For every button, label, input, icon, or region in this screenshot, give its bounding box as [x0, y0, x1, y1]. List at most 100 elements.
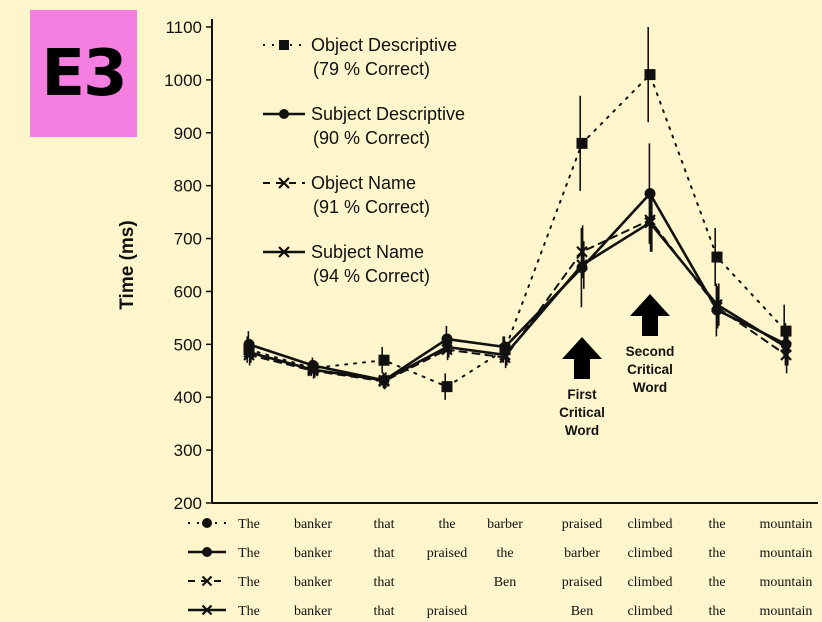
sentence-key-marker — [201, 575, 213, 587]
data-point — [576, 137, 588, 149]
sentence-word: mountain — [760, 575, 813, 590]
sentence-word: The — [238, 546, 260, 561]
series-line — [247, 192, 788, 382]
sentence-row: The banker that Ben praised climbed the mountai… — [188, 575, 812, 590]
data-point — [243, 346, 255, 359]
sentence-word: praised — [562, 517, 602, 532]
sentence-word: that — [374, 575, 395, 590]
sentence-word: mountain — [760, 604, 813, 619]
annotation-label: Critical — [627, 362, 673, 377]
y-tick-label: 600 — [174, 282, 202, 301]
series-layer — [243, 27, 792, 400]
sentence-word: climbed — [627, 604, 672, 619]
sentence-word: banker — [294, 546, 332, 561]
data-point — [243, 349, 255, 361]
data-point — [711, 298, 723, 311]
annotation-label: Word — [633, 380, 667, 395]
chart-axes: 200 300 400 500 600 700 800 900 1000 1100 Time (ms… — [117, 18, 818, 513]
series-object-name — [243, 188, 792, 390]
annotation-critical-word: First Critical Word — [559, 337, 605, 438]
annotation-label: Second — [626, 344, 675, 359]
data-point — [378, 354, 390, 366]
experiment-badge: E3 — [30, 10, 137, 137]
annotation-label: First — [567, 387, 597, 402]
up-arrow-icon — [630, 294, 670, 336]
sentence-word: Ben — [494, 575, 517, 590]
data-point — [576, 259, 588, 271]
sentence-word: The — [238, 575, 260, 590]
sentence-word: praised — [427, 604, 467, 619]
legend-entry: Subject Name (94 % Correct) — [263, 242, 430, 286]
legend-marker — [279, 109, 289, 119]
annotation-label: Word — [565, 423, 599, 438]
sentence-word: banker — [294, 517, 332, 532]
legend-accuracy: (90 % Correct) — [313, 128, 430, 148]
sentence-word: climbed — [627, 546, 672, 561]
sentence-word: the — [708, 517, 725, 532]
up-arrow-icon — [562, 337, 602, 379]
legend-entry: Object Name (91 % Correct) — [263, 173, 430, 217]
data-point — [499, 349, 511, 361]
data-point — [711, 251, 723, 263]
sentence-word: that — [374, 604, 395, 619]
sentence-row: The banker that praised Ben climbed the mountai… — [188, 604, 812, 619]
data-point — [441, 341, 453, 353]
experiment-label: E3 — [41, 36, 127, 111]
data-point — [378, 374, 390, 387]
y-tick-label: 1100 — [165, 18, 202, 37]
annotations: First Critical Word Second Critical Word — [559, 294, 674, 438]
sentence-word: the — [438, 517, 455, 532]
sentence-word: Ben — [571, 604, 594, 619]
annotation-label: Critical — [559, 405, 605, 420]
y-tick-label: 500 — [174, 335, 202, 354]
sentence-table: The banker that the barber praised climbed the m… — [188, 517, 812, 619]
sentence-key-marker — [201, 604, 213, 616]
legend-marker — [278, 177, 290, 189]
y-axis-label: Time (ms) — [117, 220, 138, 309]
sentence-word: climbed — [627, 575, 672, 590]
legend-series-name: Subject Descriptive — [311, 104, 465, 124]
y-tick-label: 400 — [174, 388, 202, 407]
data-point — [711, 301, 723, 314]
sentence-word: climbed — [627, 517, 672, 532]
legend-accuracy: (79 % Correct) — [313, 59, 430, 79]
sentence-word: mountain — [760, 546, 813, 561]
sentence-word: the — [708, 546, 725, 561]
y-tick-label: 900 — [174, 124, 202, 143]
legend-accuracy: (91 % Correct) — [313, 197, 430, 217]
series-line — [248, 73, 787, 388]
sentence-word: praised — [562, 575, 602, 590]
legend-marker — [278, 246, 290, 258]
sentence-row: The banker that the barber praised climbed the m… — [188, 517, 812, 532]
data-point — [644, 216, 656, 229]
sentence-key-marker — [202, 518, 212, 528]
legend-series-name: Subject Name — [311, 242, 424, 262]
sentence-word: that — [374, 546, 395, 561]
sentence-word: barber — [564, 546, 600, 561]
y-tick-label: 300 — [174, 441, 202, 460]
legend-series-name: Object Name — [311, 173, 416, 193]
data-point — [441, 381, 453, 393]
legend: Object Descriptive (79 % Correct) Subject … — [263, 35, 465, 286]
series-subject-name — [243, 193, 792, 389]
legend-accuracy: (94 % Correct) — [313, 266, 430, 286]
legend-series-name: Object Descriptive — [311, 35, 457, 55]
y-tick-label: 800 — [174, 177, 202, 196]
sentence-word: The — [238, 517, 260, 532]
legend-marker — [279, 40, 289, 50]
sentence-word: The — [238, 604, 260, 619]
annotation-critical-word: Second Critical Word — [626, 294, 675, 395]
sentence-word: barber — [487, 517, 523, 532]
sentence-word: praised — [427, 546, 467, 561]
sentence-word: mountain — [760, 517, 813, 532]
sentence-row: The banker that praised the barber climbed the m… — [188, 546, 812, 561]
data-point — [644, 69, 656, 81]
y-tick-label: 1000 — [164, 71, 202, 90]
sentence-word: the — [708, 575, 725, 590]
sentence-word: banker — [294, 604, 332, 619]
y-tick-label: 200 — [174, 494, 202, 513]
legend-entry: Subject Descriptive (90 % Correct) — [263, 104, 465, 148]
data-point — [307, 363, 319, 376]
y-tick-label: 700 — [174, 230, 202, 249]
